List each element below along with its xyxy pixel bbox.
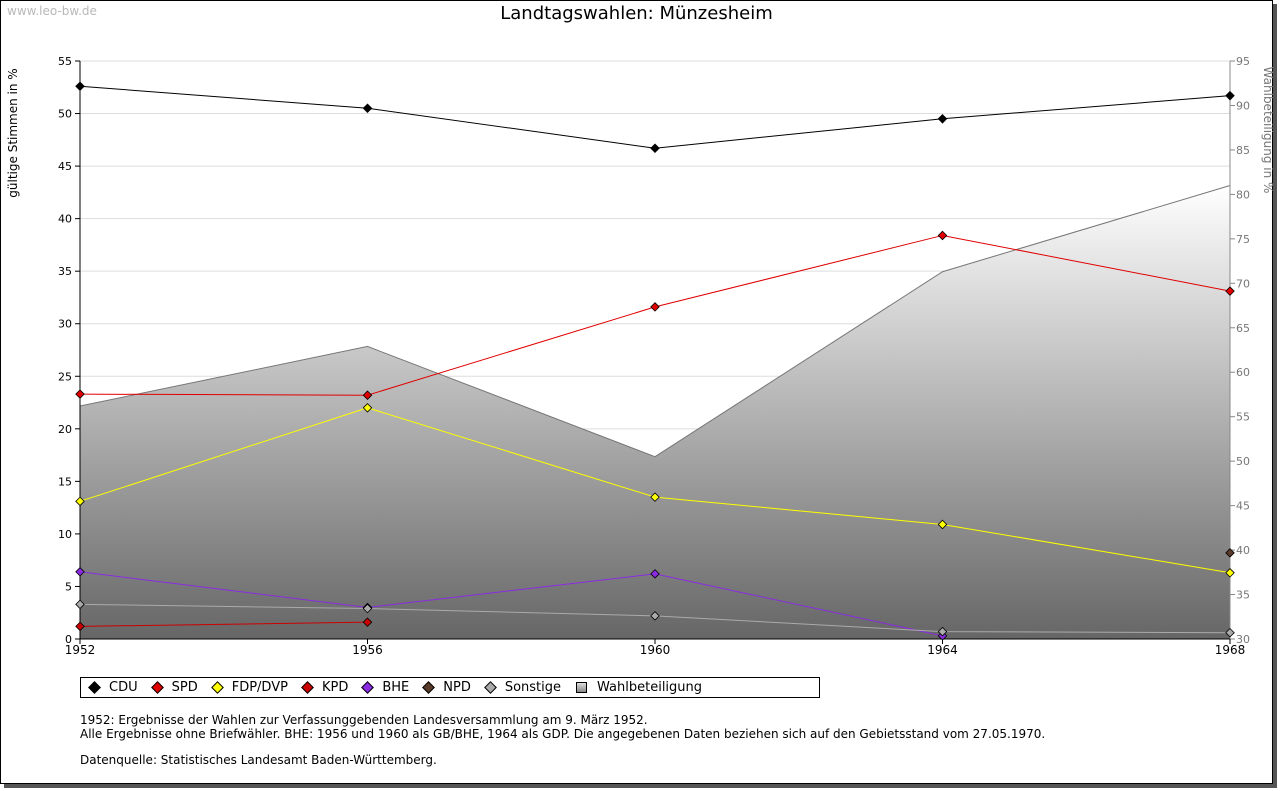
- legend-marker-icon: [361, 681, 375, 694]
- y2-tick-label: 80: [1236, 188, 1250, 201]
- y-tick-label: 45: [58, 160, 72, 173]
- legend-item: KPD: [301, 680, 349, 695]
- data-point-cdu: [362, 103, 373, 114]
- legend-marker-icon: [210, 681, 224, 694]
- data-point-sonstige: [937, 626, 948, 637]
- y2-tick-label: 70: [1236, 277, 1250, 290]
- legend-label: BHE: [382, 680, 410, 695]
- legend: CDU SPD FDP/DVP KPD BHE NPD Sonstige Wahlbeteil…: [80, 677, 820, 698]
- y-tick-label: 20: [58, 423, 72, 436]
- legend-item: Wahlbeteiligung: [576, 680, 702, 695]
- x-tick-label: 1964: [927, 643, 958, 657]
- legend-label: CDU: [109, 680, 138, 695]
- y2-tick-label: 30: [1236, 633, 1250, 646]
- data-point-sonstige: [1225, 627, 1235, 638]
- data-point-kpd: [362, 617, 373, 627]
- x-tick-label: 1960: [640, 643, 671, 657]
- y-axis-label: gültige Stimmen in %: [6, 68, 20, 197]
- data-point-kpd: [75, 621, 85, 632]
- legend-label: SPD: [171, 680, 198, 695]
- y-tick-label: 30: [58, 318, 72, 331]
- data-point-cdu: [650, 143, 660, 153]
- note-line: Alle Ergebnisse ohne Briefwähler. BHE: 1…: [80, 727, 1046, 741]
- data-point-npd: [1225, 548, 1235, 558]
- y-tick-label: 55: [58, 55, 72, 68]
- legend-marker-icon: [88, 681, 101, 694]
- y2-tick-label: 40: [1236, 544, 1250, 557]
- x-tick-label: 1956: [352, 643, 383, 657]
- y-tick-label: 50: [58, 108, 72, 121]
- data-point-cdu: [1225, 90, 1235, 101]
- data-point-fdp-dvp: [362, 403, 373, 413]
- legend-label: FDP/DVP: [231, 680, 288, 695]
- data-point-bhe: [650, 569, 660, 579]
- x-tick-label: 1952: [65, 643, 96, 657]
- data-point-spd: [75, 389, 85, 399]
- data-point-fdp-dvp: [937, 519, 948, 530]
- chart-title: Landtagswahlen: Münzesheim: [500, 3, 773, 24]
- note-line: 1952: Ergebnisse der Wahlen zur Verfassu…: [80, 713, 648, 727]
- y2-tick-label: 50: [1236, 455, 1250, 468]
- data-point-spd: [937, 230, 948, 241]
- y2-axis-label: Wahlbeteiligung in %: [1261, 67, 1273, 194]
- data-point-spd: [362, 390, 373, 400]
- series-layer: [75, 81, 1235, 641]
- legend-label: Sonstige: [504, 680, 562, 695]
- legend-item: NPD: [422, 680, 471, 695]
- legend-item: CDU: [88, 680, 138, 695]
- y2-tick-label: 35: [1236, 589, 1250, 602]
- y-tick-label: 15: [58, 475, 72, 488]
- y2-tick-label: 45: [1236, 500, 1250, 513]
- data-point-sonstige: [650, 611, 660, 621]
- legend-label: KPD: [321, 680, 349, 695]
- legend-marker-icon: [150, 681, 164, 694]
- data-point-spd: [650, 302, 660, 312]
- legend-marker-icon: [301, 681, 314, 694]
- y-tick-label: 25: [58, 370, 72, 383]
- watermark: www.leo-bw.de: [7, 4, 97, 18]
- y-tick-label: 35: [58, 265, 72, 278]
- data-source: Datenquelle: Statistisches Landesamt Bad…: [80, 753, 437, 767]
- series-line-kpd: [79, 621, 368, 627]
- series-line-cdu: [79, 85, 1231, 149]
- data-point-cdu: [75, 81, 85, 91]
- series-line-bhe: [79, 571, 943, 637]
- data-point-spd: [1225, 286, 1235, 296]
- legend-marker-icon: [483, 681, 497, 694]
- data-point-sonstige: [362, 603, 373, 614]
- data-point-cdu: [937, 114, 948, 124]
- notes: 1952: Ergebnisse der Wahlen zur Verfassu…: [80, 713, 1045, 741]
- data-point-fdp-dvp: [1225, 568, 1235, 578]
- legend-label: Wahlbeteiligung: [597, 680, 703, 695]
- y2-tick-label: 90: [1236, 99, 1250, 112]
- legend-item: BHE: [361, 680, 410, 695]
- y2-tick-label: 55: [1236, 411, 1250, 424]
- y2-tick-label: 65: [1236, 322, 1250, 335]
- axes: 0 5 10 15 20 25 30 35 40 45 50 55 30 35 40 45 50 55 60 65 70…: [58, 55, 1250, 657]
- turnout-line: [79, 185, 1231, 458]
- legend-marker-icon: [576, 682, 588, 693]
- y-tick-label: 40: [58, 213, 72, 226]
- legend-item: FDP/DVP: [210, 680, 288, 695]
- legend-item: SPD: [150, 680, 198, 695]
- legend-label: NPD: [443, 680, 471, 695]
- x-tick-label: 1968: [1215, 643, 1246, 657]
- legend-marker-icon: [422, 681, 436, 694]
- y-tick-label: 10: [58, 528, 72, 541]
- y-tick-label: 0: [65, 633, 72, 646]
- data-point-fdp-dvp: [75, 496, 85, 507]
- y2-tick-label: 60: [1236, 366, 1250, 379]
- y-tick-label: 5: [65, 580, 72, 593]
- data-point-fdp-dvp: [650, 492, 660, 502]
- data-point-sonstige: [75, 599, 85, 610]
- legend-item: Sonstige: [483, 680, 562, 695]
- y2-tick-label: 75: [1236, 233, 1250, 246]
- y2-tick-label: 85: [1236, 144, 1250, 157]
- data-point-bhe: [75, 566, 85, 577]
- y2-tick-label: 95: [1236, 55, 1250, 68]
- chart-canvas: 0 5 10 15 20 25 30 35 40 45 50 55 30 35 40 45 50 55 60 65 70…: [6, 55, 1273, 657]
